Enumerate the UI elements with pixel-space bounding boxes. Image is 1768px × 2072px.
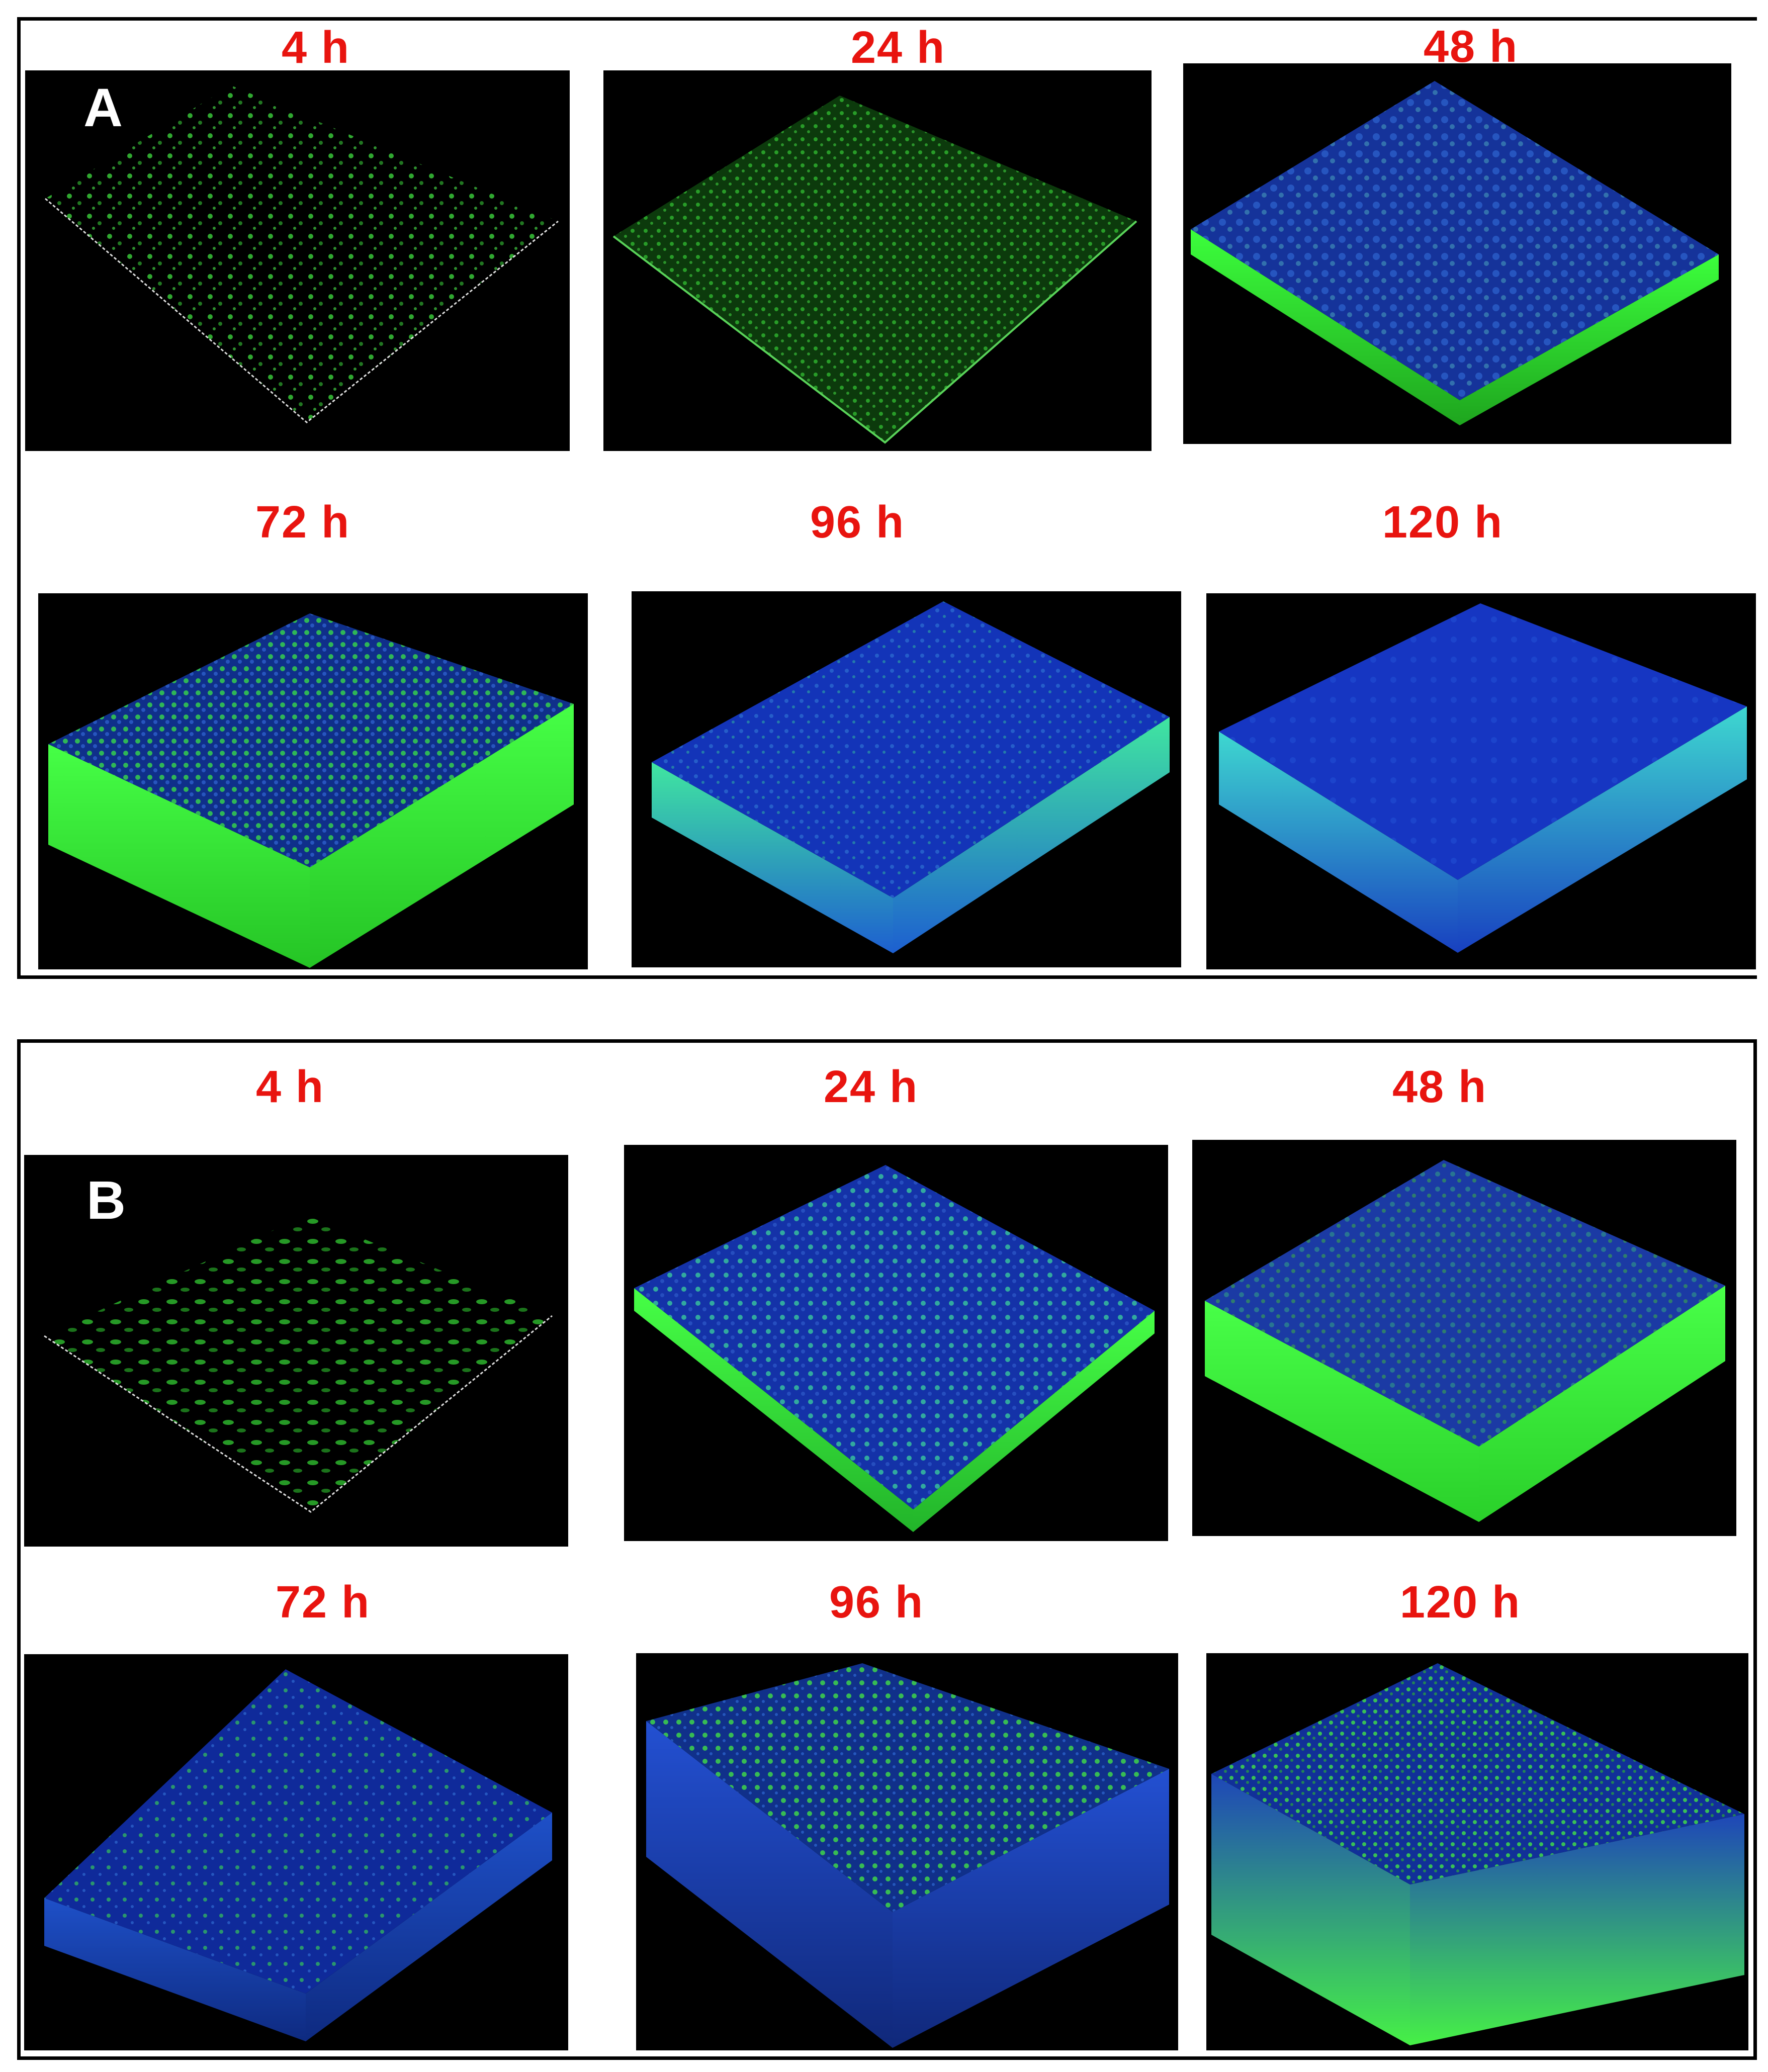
panel-letter-b: B <box>86 1169 126 1230</box>
biofilm-image-b-72h <box>24 1654 568 2050</box>
biofilm-image-b-96h <box>636 1653 1178 2050</box>
biofilm-image-b-4h <box>24 1155 568 1547</box>
biofilm-image-b-48h <box>1192 1140 1736 1536</box>
time-label-b-96h: 96 h <box>829 1577 924 1628</box>
biofilm-image-b-24h <box>624 1145 1168 1541</box>
time-label-b-72h: 72 h <box>275 1577 371 1628</box>
biofilm-image-b-120h <box>1206 1653 1748 2050</box>
biofilm-image-a-72h <box>38 593 588 969</box>
time-label-a-96h: 96 h <box>810 497 905 548</box>
biofilm-image-a-120h <box>1206 593 1756 969</box>
biofilm-image-a-48h <box>1183 63 1731 444</box>
time-label-a-4h: 4 h <box>281 23 350 73</box>
time-label-a-120h: 120 h <box>1382 497 1504 548</box>
time-label-b-48h: 48 h <box>1392 1062 1487 1112</box>
biofilm-image-a-24h <box>603 70 1152 451</box>
time-label-a-48h: 48 h <box>1423 22 1519 72</box>
biofilm-image-a-4h <box>25 70 570 451</box>
time-label-b-120h: 120 h <box>1399 1577 1521 1628</box>
biofilm-image-a-96h <box>632 591 1181 967</box>
time-label-a-24h: 24 h <box>850 23 946 73</box>
time-label-b-24h: 24 h <box>823 1062 919 1112</box>
panel-letter-a: A <box>83 77 123 138</box>
time-label-a-72h: 72 h <box>255 497 350 548</box>
time-label-b-4h: 4 h <box>255 1062 325 1112</box>
